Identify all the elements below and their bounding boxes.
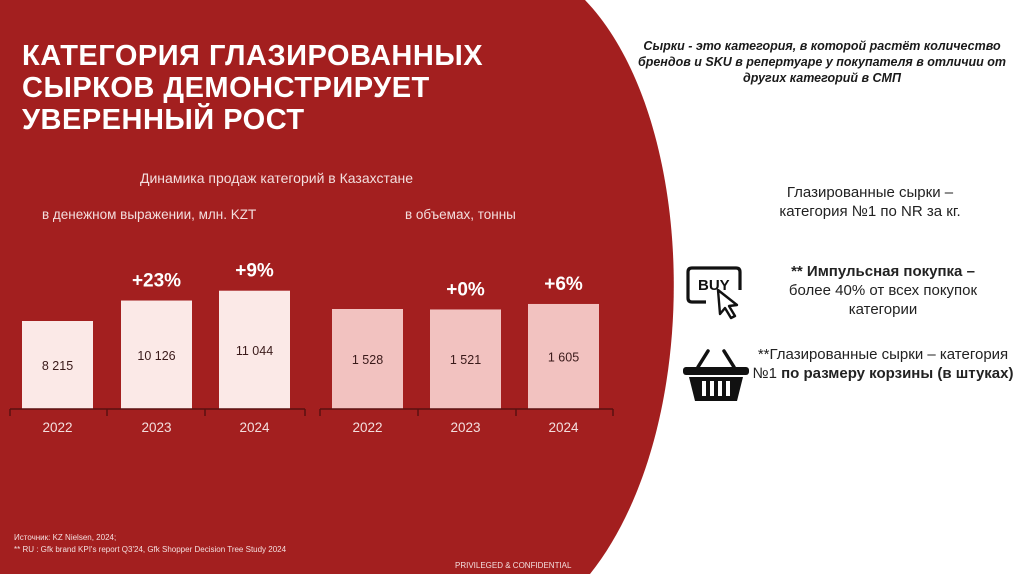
growth-label: +0% [446,279,485,300]
fact1-line1: Глазированные сырки – [786,184,954,201]
bar-value-label: 1 521 [450,353,481,367]
bar-value-label: 1 528 [352,353,383,367]
fact1-line2: категория №1 по NR за кг. [779,203,961,220]
bar-0-2023 [121,300,192,409]
left-chart-subtitle: в денежном выражении, млн. KZT [42,207,257,222]
x-tick-label: 2024 [239,420,270,435]
right-note: Сырки - это категория, в которой растёт … [637,39,1007,85]
buy-click-icon: BUY [684,262,746,324]
growth-label: +23% [132,271,181,292]
bar-1-2022 [332,309,403,409]
fact3-bold: по размеру корзины (в штуках) [781,365,1014,382]
fact-nr-per-kg: Глазированные сырки – категория №1 по NR… [735,183,1005,221]
buy-icon-text: BUY [698,277,730,294]
confidential-label: PRIVILEGED & CONFIDENTIAL [455,561,572,570]
x-tick-label: 2023 [450,420,480,435]
bar-value-label: 11 044 [236,344,273,358]
fact-basket-size: **Глазированные сырки – категория №1 по … [752,345,1014,383]
x-tick-label: 2023 [141,420,171,435]
title-line-1: КАТЕГОРИЯ ГЛАЗИРОВАННЫХ [22,40,484,72]
footnotes: Источник: KZ Nielsen, 2024; ** RU : Gfk … [14,532,286,556]
x-tick-label: 2024 [548,420,579,435]
basket-icon [680,345,752,405]
x-tick-label: 2022 [352,420,382,435]
fact2-rest: более 40% от всех покупок категории [788,282,978,318]
x-tick-label: 2022 [42,420,72,435]
growth-label: +6% [544,274,583,295]
bar-0-2022 [22,321,93,409]
growth-label: +9% [235,261,274,282]
bar-value-label: 1 605 [548,350,579,364]
fact2-bold: ** Импульсная покупка – [791,263,975,280]
bar-value-label: 10 126 [137,349,175,363]
title-line-2: СЫРКОВ ДЕМОНСТРИРУЕТ [22,72,430,104]
bar-charts: 8 215 2022 10 126 +23% 2023 11 044 +9% 2024 1 52… [9,261,614,435]
footnote-source: Источник: KZ Nielsen, 2024; [14,533,117,542]
footnote-note: ** RU : Gfk brand KPI's report Q3'24, Gf… [14,545,287,554]
bar-1-2024 [528,303,599,409]
right-chart-subtitle: в объемах, тонны [405,207,516,222]
chart-title: Динамика продаж категорий в Казахстане [140,170,413,186]
fact-impulse-purchase: ** Импульсная покупка – более 40% от все… [758,262,1008,319]
bar-0-2024 [219,290,290,409]
bar-value-label: 8 215 [42,359,73,373]
title-line-3: УВЕРЕННЫЙ РОСТ [22,104,305,136]
bar-1-2023 [430,309,501,409]
page-title: КАТЕГОРИЯ ГЛАЗИРОВАННЫХ СЫРКОВ ДЕМОНСТРИ… [22,40,522,136]
fact3-plain: **Глазированные сырки – категория №1 [752,346,1009,382]
